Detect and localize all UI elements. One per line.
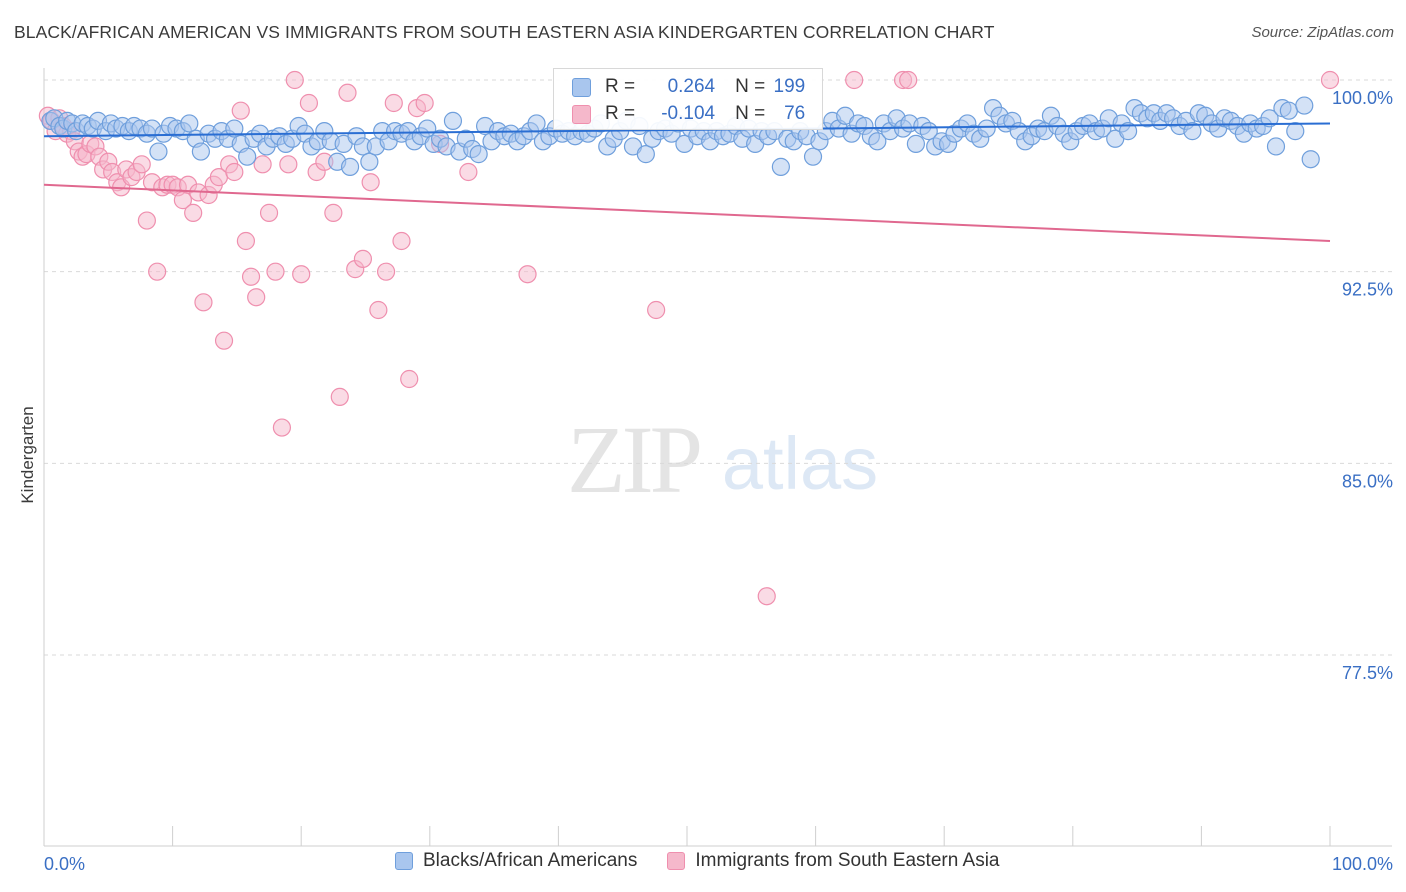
point-immigrants-sea [259, 203, 279, 222]
point-black [771, 157, 790, 176]
point-black [1286, 122, 1305, 141]
y-tick-label: 85.0% [1342, 471, 1393, 491]
point-immigrants-sea [338, 83, 357, 102]
point-immigrants-sea [194, 293, 213, 312]
point-black [803, 147, 823, 166]
watermark-zip: ZIP [567, 406, 700, 513]
point-immigrants-sea [214, 331, 234, 350]
point-black [180, 114, 199, 133]
point-black [1266, 137, 1286, 156]
chart-title: BLACK/AFRICAN AMERICAN VS IMMIGRANTS FRO… [14, 22, 995, 42]
series1-r-value: 0.264 [667, 76, 716, 97]
point-immigrants-sea [241, 267, 261, 286]
x-tick-label: 0.0% [44, 854, 85, 874]
point-immigrants-sea [899, 70, 918, 90]
series2-r-value: -0.104 [661, 103, 716, 124]
point-immigrants-sea [647, 300, 666, 320]
point-black [443, 111, 463, 130]
point-black [1301, 150, 1320, 169]
point-immigrants-sea [231, 101, 250, 120]
point-immigrants-sea [361, 173, 380, 192]
point-immigrants-sea [272, 418, 292, 437]
point-immigrants-sea [132, 155, 151, 174]
source-credit: Source: ZipAtlas.com [1251, 24, 1394, 41]
point-black [527, 114, 546, 133]
series1-n-value: 199 [773, 76, 806, 97]
axes [43, 68, 1392, 847]
point-black [360, 152, 379, 171]
legend-swatch-series2 [667, 852, 686, 870]
point-black [1118, 122, 1138, 141]
x-tick-label: 100.0% [1332, 854, 1393, 874]
point-immigrants-sea [330, 387, 349, 406]
legend-label-series1: Blacks/African Americans [423, 850, 638, 871]
point-black [1183, 122, 1202, 141]
y-tick-labels: 100.0% 92.5% 85.0% 77.5% [1332, 88, 1393, 683]
point-immigrants-sea [299, 93, 319, 113]
stats-row-series1: R = 0.264 N = 199 [572, 76, 805, 98]
point-black [977, 119, 996, 138]
point-immigrants-sea [1320, 70, 1340, 90]
point-immigrants-sea [400, 369, 419, 389]
point-immigrants-sea [253, 155, 272, 174]
point-immigrants-sea [137, 211, 156, 230]
point-black [636, 145, 655, 164]
point-immigrants-sea [279, 155, 298, 174]
point-immigrants-sea [353, 249, 373, 268]
point-immigrants-sea [757, 587, 776, 606]
n-label: N = [735, 76, 766, 97]
point-immigrants-sea [369, 300, 388, 320]
point-black [469, 145, 488, 164]
point-immigrants-sea [236, 231, 256, 251]
y-tick-label: 100.0% [1332, 88, 1393, 108]
series2-n-value: 76 [784, 103, 806, 124]
point-immigrants-sea [184, 203, 203, 222]
grid-lines [44, 79, 1392, 656]
point-immigrants-sea [459, 162, 478, 182]
point-immigrants-sea [518, 265, 537, 284]
point-black [868, 132, 887, 151]
point-immigrants-sea [392, 231, 411, 251]
point-black [149, 142, 168, 161]
series2-swatch [572, 104, 591, 124]
trend-line-immigrants-sea [43, 183, 1331, 242]
point-black [1295, 96, 1314, 115]
point-immigrants-sea [247, 288, 266, 307]
legend-item-series1[interactable]: Blacks/African Americans [395, 850, 637, 872]
point-black [225, 119, 244, 138]
x-tick-labels: 0.0% 100.0% [44, 854, 1393, 874]
r-label: R = [605, 76, 636, 97]
point-immigrants-sea [148, 262, 167, 281]
legend-swatch-series1 [395, 852, 413, 870]
point-immigrants-sea [225, 162, 244, 182]
point-black [906, 134, 926, 153]
point-black [1279, 101, 1298, 120]
legend-item-series2[interactable]: Immigrants from South Eastern Asia [667, 850, 999, 872]
point-immigrants-sea [285, 70, 304, 90]
point-immigrants-sea [266, 262, 285, 281]
point-black [1260, 109, 1279, 128]
point-immigrants-sea [376, 262, 396, 281]
series-black-points [41, 96, 1320, 176]
point-immigrants-sea [384, 93, 403, 113]
y-tick-label: 92.5% [1342, 280, 1393, 300]
stats-row-series2: R = -0.104 N = 76 [572, 103, 805, 125]
legend: Blacks/African Americans Immigrants from… [395, 850, 1029, 872]
point-immigrants-sea [415, 93, 434, 113]
legend-label-series2: Immigrants from South Eastern Asia [695, 850, 1000, 871]
stats-box: R = 0.264 N = 199 R = -0.104 N = 76 [553, 68, 823, 130]
point-immigrants-sea [845, 70, 864, 90]
point-black [340, 157, 360, 176]
point-immigrants-sea [324, 203, 343, 222]
series1-swatch [572, 77, 591, 97]
watermark: ZIP atlas [567, 406, 878, 513]
r-label: R = [605, 103, 636, 124]
n-label: N = [735, 103, 766, 124]
y-tick-label: 77.5% [1342, 663, 1393, 683]
point-black [191, 142, 210, 161]
point-immigrants-sea [292, 265, 311, 284]
point-black [238, 147, 257, 166]
